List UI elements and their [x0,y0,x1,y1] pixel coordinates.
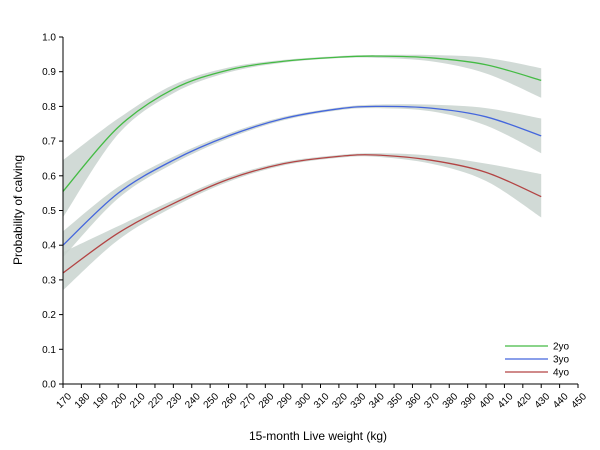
x-tick-label: 190 [91,391,111,411]
x-axis-title: 15-month Live weight (kg) [249,429,387,443]
y-tick-label: 1.0 [42,33,56,44]
x-tick-label: 430 [533,391,553,411]
y-tick-label: 0.1 [42,345,56,356]
x-tick-label: 210 [128,391,148,411]
y-tick-label: 0.4 [42,241,56,252]
x-tick-label: 350 [386,391,406,411]
legend: 2yo 3yo 4yo [505,342,570,379]
x-tick-label: 270 [238,391,258,411]
x-tick-label: 390 [459,391,479,411]
x-tick-label: 410 [496,391,516,411]
x-tick-label: 220 [146,391,166,411]
x-tick-label: 340 [367,391,387,411]
legend-label-2yo: 2yo [553,342,570,353]
y-tick-label: 0.3 [42,275,56,286]
legend-label-3yo: 3yo [553,355,570,366]
x-tick-label: 260 [220,391,240,411]
x-tick-label: 440 [551,391,571,411]
y-tick-label: 0.2 [42,310,56,321]
y-tick-label: 0.5 [42,206,56,217]
x-tick-label: 280 [257,391,277,411]
y-tick-label: 0.7 [42,137,56,148]
x-tick-label: 330 [349,391,369,411]
x-tick-label: 180 [73,391,93,411]
band-4yo [63,153,542,291]
x-tick-label: 170 [54,391,74,411]
series-lines [62,55,542,274]
series-line-3yo [62,105,542,246]
band-2yo [63,54,542,218]
x-tick-label: 400 [478,391,498,411]
x-tick-label: 320 [330,391,350,411]
x-tick-label: 290 [275,391,295,411]
confidence-bands [63,54,542,291]
y-tick-label: 0.9 [42,67,56,78]
x-tick-label: 420 [514,391,534,411]
x-tick-label: 300 [294,391,314,411]
y-tick-label: 0.0 [42,380,56,391]
x-tick-label: 380 [441,391,461,411]
series-line-2yo [62,55,542,192]
series-line-4yo [62,154,542,274]
axes [62,37,578,385]
x-tick-label: 250 [202,391,222,411]
x-axis-ticks: 1701801902002102202302402502602702802903… [54,384,589,411]
y-axis-ticks: 0.0 0.1 0.2 0.3 0.4 0.5 0.6 0.7 0.8 0.9 1.0 [42,33,63,391]
x-tick-label: 310 [312,391,332,411]
y-tick-label: 0.8 [42,102,56,113]
x-tick-label: 360 [404,391,424,411]
y-tick-label: 0.6 [42,171,56,182]
x-tick-label: 230 [165,391,185,411]
x-tick-label: 370 [422,391,442,411]
x-tick-label: 240 [183,391,203,411]
y-axis-title: Probability of calving [11,155,25,265]
x-tick-label: 200 [110,391,130,411]
band-3yo [63,104,542,258]
x-tick-label: 450 [569,391,589,411]
legend-label-4yo: 4yo [553,368,570,379]
